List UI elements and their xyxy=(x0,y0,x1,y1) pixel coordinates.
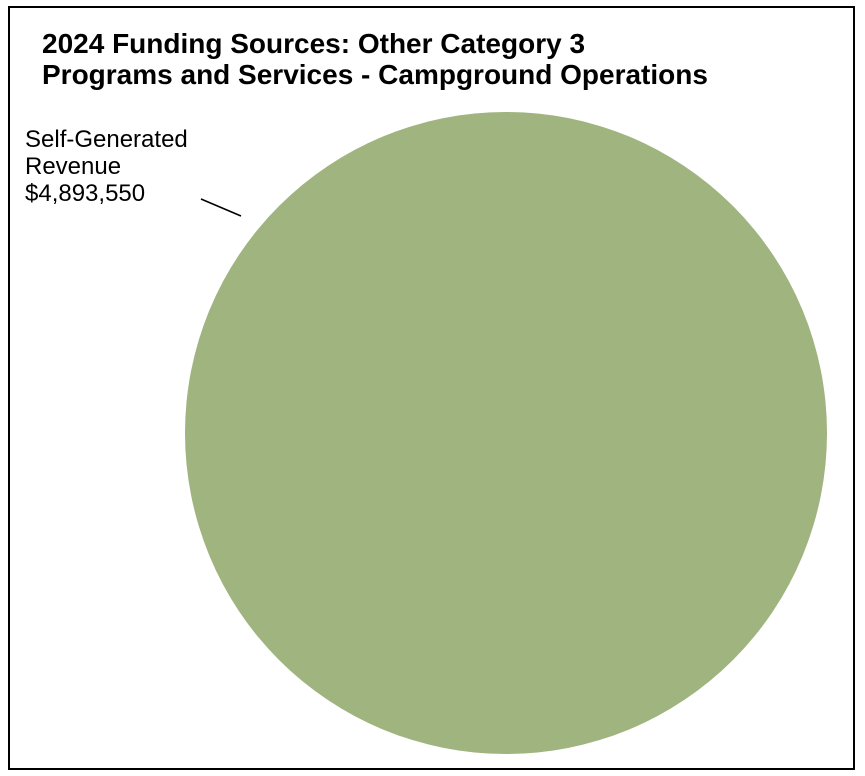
chart-title-line-2: Programs and Services - Campground Opera… xyxy=(42,59,708,90)
pie-slice-self-generated-revenue xyxy=(185,112,827,754)
slice-label-name-line-2: Revenue xyxy=(25,153,122,180)
slice-label-name-line-1: Self-Generated xyxy=(25,126,188,153)
leader-line xyxy=(200,198,242,217)
chart-title: 2024 Funding Sources: Other Category 3 P… xyxy=(42,28,708,90)
slice-label-self-generated-revenue: Self-Generated Revenue $4,893,550 xyxy=(25,126,188,207)
pie-slices xyxy=(185,112,827,754)
chart-title-line-1: 2024 Funding Sources: Other Category 3 xyxy=(42,28,586,59)
slice-label-value: $4,893,550 xyxy=(25,180,146,207)
